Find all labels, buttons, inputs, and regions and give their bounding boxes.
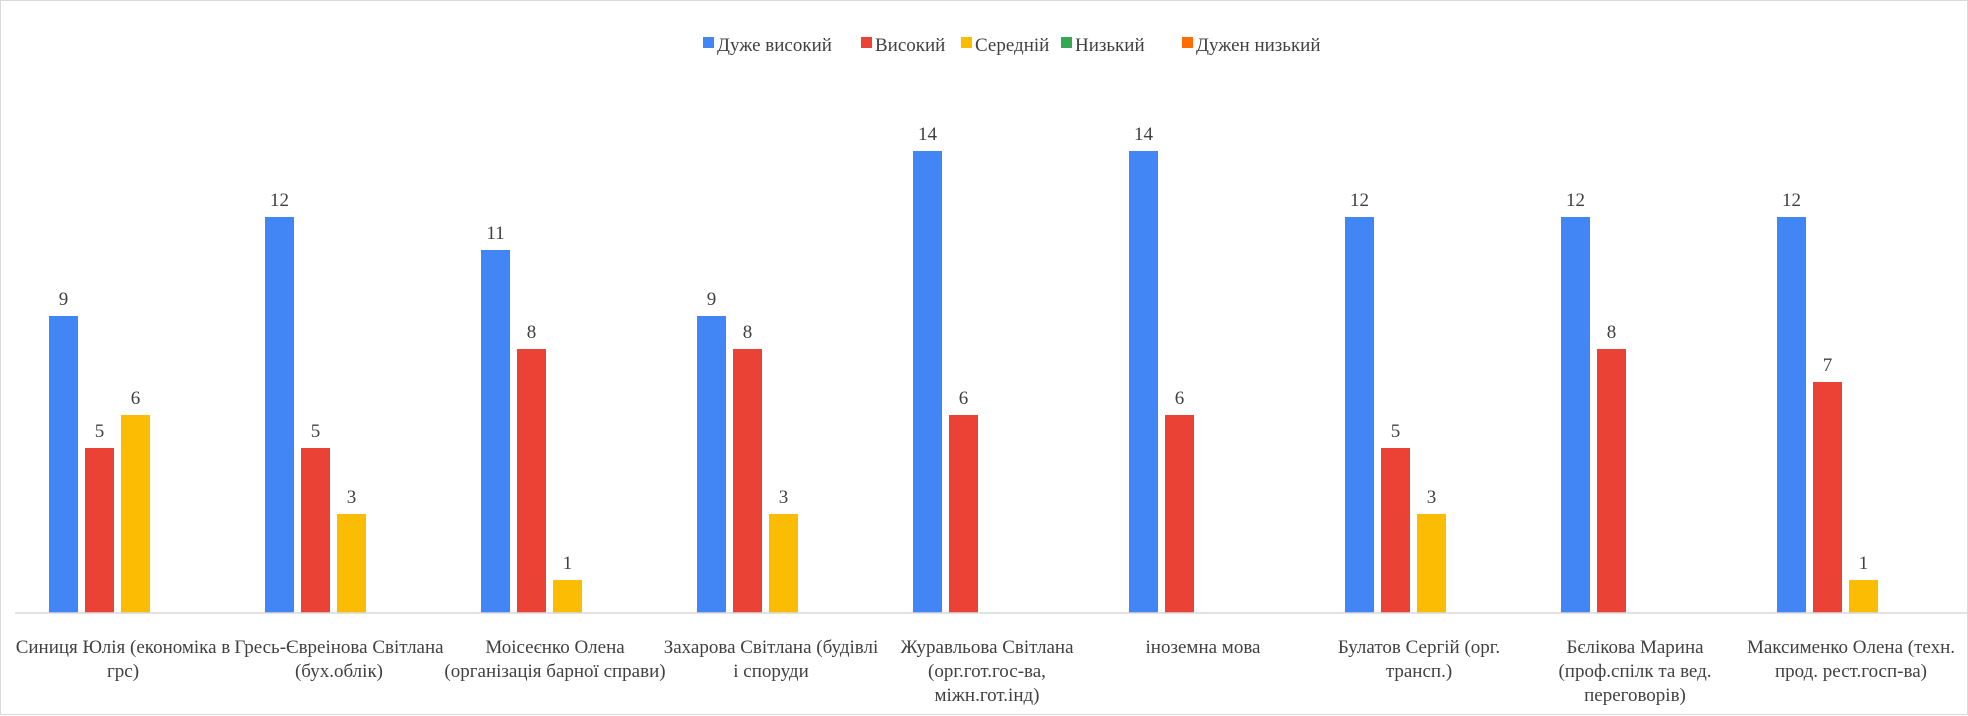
bar [1129,151,1158,613]
x-tick-label-line: трансп.) [1386,661,1452,682]
bar [553,580,582,613]
data-label: 8 [1607,322,1617,343]
x-tick-label: Моісеєнко Олена (організація барної справ… [444,637,665,682]
bar [949,415,978,613]
x-tick-label: Максименко Олена (техн. прод. рест.госп-в… [1747,637,1955,682]
x-tick-label: Синиця Юлія (економіка в грс) [16,637,231,682]
x-tick-label-line: Синиця Юлія (економіка в [16,637,231,658]
data-label: 5 [1391,421,1401,442]
data-label: 9 [707,289,717,310]
legend-label: Високий [875,35,945,56]
bar [1849,580,1878,613]
x-tick-label-line: грс) [107,661,139,682]
bars [49,151,1878,613]
legend-swatch [861,37,872,48]
bar [769,514,798,613]
data-label: 6 [1175,388,1185,409]
bar [85,448,114,613]
data-label: 6 [131,388,141,409]
x-tick-label-line: Булатов Сергій (орг. [1338,637,1500,658]
x-tick-label-line: Бєлікова Марина [1566,637,1704,658]
legend-label: Дужен низький [1196,35,1321,56]
x-tick-label-line: прод. рест.госп-ва) [1775,661,1927,682]
x-tick-label-line: Журавльова Світлана [900,637,1074,658]
legend-swatch [1182,37,1193,48]
data-label: 14 [918,124,938,145]
bar [337,514,366,613]
bar [1777,217,1806,613]
bar [301,448,330,613]
data-label: 6 [959,388,969,409]
legend-label: Низький [1075,35,1145,56]
data-label: 12 [270,190,289,211]
bar [1381,448,1410,613]
x-tick-label: Захарова Світлана (будівлі і споруди [664,637,879,682]
x-tick-label: Булатов Сергій (орг. трансп.) [1338,637,1500,682]
x-tick-label-line: (орг.гот.гос-ва, [928,661,1046,682]
x-tick-label: Журавльова Світлана (орг.гот.гос-ва, міжн.… [900,637,1074,706]
legend: Дуже високий Високий Середній Низький Дужен … [703,35,1321,56]
data-label: 1 [1859,553,1869,574]
legend-item[interactable]: Високий [861,35,945,56]
legend-item[interactable]: Середній [961,35,1049,56]
data-label: 8 [527,322,537,343]
data-label: 12 [1566,190,1585,211]
bar [1417,514,1446,613]
legend-swatch [961,37,972,48]
bar [121,415,150,613]
data-label: 11 [486,223,504,244]
x-tick-label: іноземна мова [1146,637,1262,658]
bar [913,151,942,613]
x-tick-label-line: Максименко Олена (техн. [1747,637,1955,658]
legend-item[interactable]: Дуже високий [703,35,832,56]
data-label: 3 [1427,487,1437,508]
x-tick-label: Бєлікова Марина (проф.спілк та вед. перего… [1558,637,1711,706]
legend-item[interactable]: Низький [1061,35,1145,56]
bar [1597,349,1626,613]
data-label: 5 [95,421,105,442]
bar [481,250,510,613]
data-labels: 9 5 6 12 5 3 11 8 1 9 8 3 14 6 14 6 12 5 3 12 8 12 7 1 [59,124,1869,574]
data-label: 14 [1134,124,1154,145]
bar [517,349,546,613]
x-tick-label-line: Моісеєнко Олена [485,637,625,658]
bar [49,316,78,613]
data-label: 5 [311,421,321,442]
x-tick-label-line: Гресь-Євреінова Світлана [234,637,444,658]
data-label: 7 [1823,355,1833,376]
data-label: 3 [347,487,357,508]
x-tick-label-line: іноземна мова [1146,637,1262,658]
x-tick-label-line: переговорів) [1584,685,1686,706]
bar [1813,382,1842,613]
data-label: 3 [779,487,789,508]
data-label: 12 [1350,190,1369,211]
x-axis-tick-labels: Синиця Юлія (економіка в грс) Гресь-Євреін… [16,637,1955,706]
x-tick-label: Гресь-Євреінова Світлана (бух.облік) [234,637,444,682]
data-label: 12 [1782,190,1801,211]
legend-label: Дуже високий [717,35,832,56]
data-label: 1 [563,553,573,574]
data-label: 9 [59,289,69,310]
x-tick-label-line: (бух.облік) [295,661,383,682]
bar [1345,217,1374,613]
bar [697,316,726,613]
legend-swatch [1061,37,1072,48]
x-tick-label-line: міжн.гот.інд) [935,685,1040,706]
legend-item[interactable]: Дужен низький [1182,35,1321,56]
bar [733,349,762,613]
legend-swatch [703,37,714,48]
bar [1561,217,1590,613]
data-label: 8 [743,322,753,343]
x-tick-label-line: і споруди [733,661,809,682]
bar [265,217,294,613]
x-tick-label-line: Захарова Світлана (будівлі [664,637,879,658]
legend-label: Середній [975,35,1049,56]
bar [1165,415,1194,613]
x-tick-label-line: (проф.спілк та вед. [1558,661,1711,682]
x-tick-label-line: (організація барної справи) [444,661,665,682]
